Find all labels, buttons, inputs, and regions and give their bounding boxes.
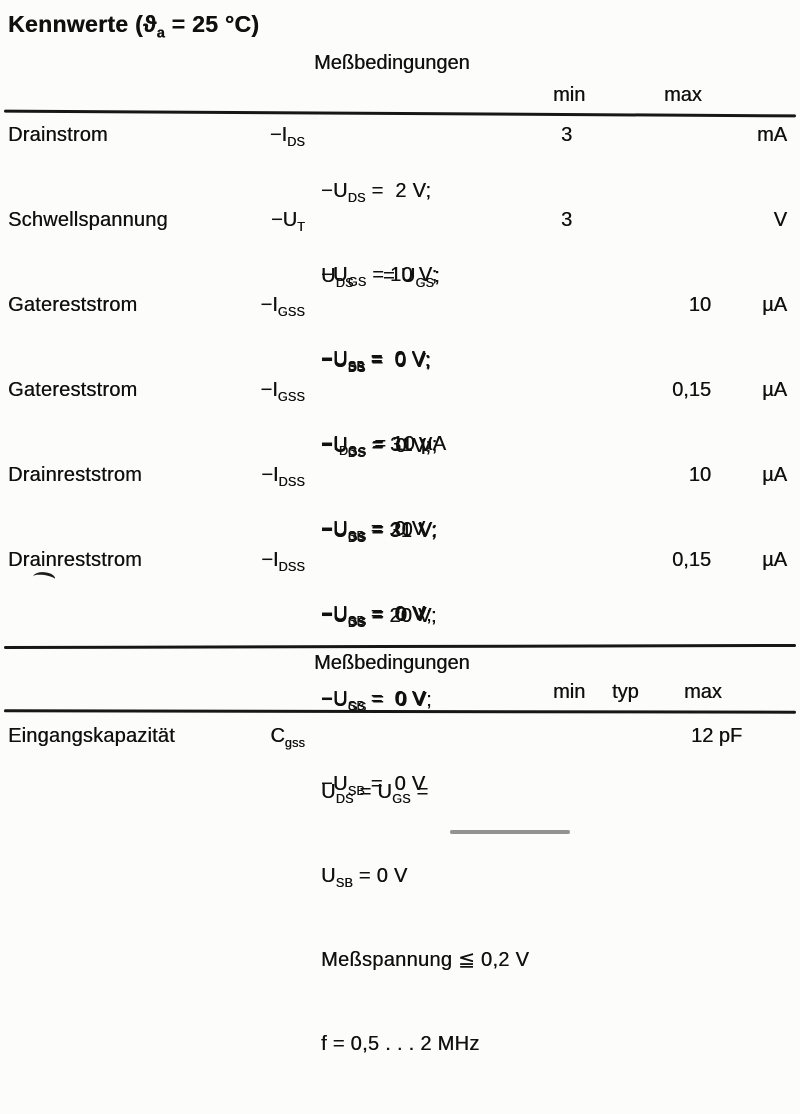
table-row: Drainreststrom −IDSS −UDS = 31 V; −UGS =… <box>8 461 792 713</box>
param-min: 3 <box>561 209 573 231</box>
param-symbol: −IGSS <box>260 294 305 319</box>
param-unit: µA <box>762 464 787 486</box>
param-min: 3 <box>561 124 573 146</box>
param-symbol: −IDSS <box>261 464 305 489</box>
param-name: Drainstrom <box>8 124 108 146</box>
table2-col-typ: typ <box>612 681 639 703</box>
table1-conditions-header: Meßbedingungen <box>314 52 470 74</box>
datasheet-page: Kennwerte (ϑa = 25 °C) Meßbedingungen mi… <box>3 11 797 1055</box>
page-title: Kennwerte (ϑa = 25 °C) <box>8 11 260 42</box>
table1-col-max: max <box>664 84 702 106</box>
param-max: 0,15 <box>672 549 711 571</box>
param-unit: µA <box>762 379 787 401</box>
table1-body: Drainstrom −IDS −UDS = 2 V; −UGS = 10 V;… <box>8 121 792 798</box>
param-unit: µA <box>762 294 787 316</box>
param-name: Drainreststrom <box>8 549 142 571</box>
table-row: Schwellspannung −UT UDS = UGS; −USB = 0 … <box>8 206 792 458</box>
param-conditions: −UDS = 2 V; −UGS = 10 V; −USB = 0 V <box>321 180 438 373</box>
table-row: Gatereststrom −IGSS −UDS = 0 V; −UGS = 2… <box>8 376 792 628</box>
param-name: Schwellspannung <box>8 209 168 231</box>
table-row: Eingangskapazität Cgss UDS = UGS = USB =… <box>8 722 792 1114</box>
param-symbol: −UT <box>270 209 305 234</box>
param-unit: mA <box>757 124 787 146</box>
table2-col-min: min <box>553 681 586 703</box>
scan-artifact-smudge <box>450 830 570 834</box>
table1-col-min: min <box>553 84 586 106</box>
param-max: 10 <box>688 464 711 486</box>
param-conditions: UDS = UGS; −USB = 0 V; −IDS = 10 µA <box>321 265 447 458</box>
param-max: 12 pF <box>691 725 743 747</box>
param-unit: V <box>773 209 787 231</box>
param-conditions: −UDS = 0 V; −UGS = 20 V; −USB = 0 V <box>321 435 438 628</box>
table2-body: Eingangskapazität Cgss UDS = UGS = USB =… <box>8 722 792 1114</box>
param-conditions: UDS = UGS = USB = 0 V Meßspannung ≦ 0,2 … <box>321 781 530 1055</box>
param-name: Gatereststrom <box>8 294 138 316</box>
table-row: Gatereststrom −IGSS −UDS = 0 V; −UGS = 3… <box>8 291 792 543</box>
table1-header-rule <box>3 109 797 118</box>
param-conditions: −UDS = 0 V; −UGS = 31 V; −USB = 0 V <box>321 350 438 543</box>
param-name: Eingangskapazität <box>8 725 175 747</box>
param-symbol: −IGSS <box>260 379 305 404</box>
param-conditions: −UDS = 31 V; −UGS = 0 V; −USB = 0 V <box>321 520 437 713</box>
param-unit: µA <box>762 549 787 571</box>
table2-col-max: max <box>684 681 722 703</box>
param-max: 0,15 <box>672 379 711 401</box>
param-name: Drainreststrom <box>8 464 142 486</box>
table-row: Drainreststrom −IDSS −UDS = 20 V; −UGS =… <box>8 546 792 798</box>
param-max: 10 <box>688 294 711 316</box>
param-name: Gatereststrom <box>8 379 138 401</box>
table-row: Drainstrom −IDS −UDS = 2 V; −UGS = 10 V;… <box>8 121 792 373</box>
table2-conditions-header: Meßbedingungen <box>314 652 470 674</box>
param-symbol: −IDS <box>269 124 305 149</box>
param-symbol: Cgss <box>270 725 305 750</box>
param-symbol: −IDSS <box>261 549 305 574</box>
